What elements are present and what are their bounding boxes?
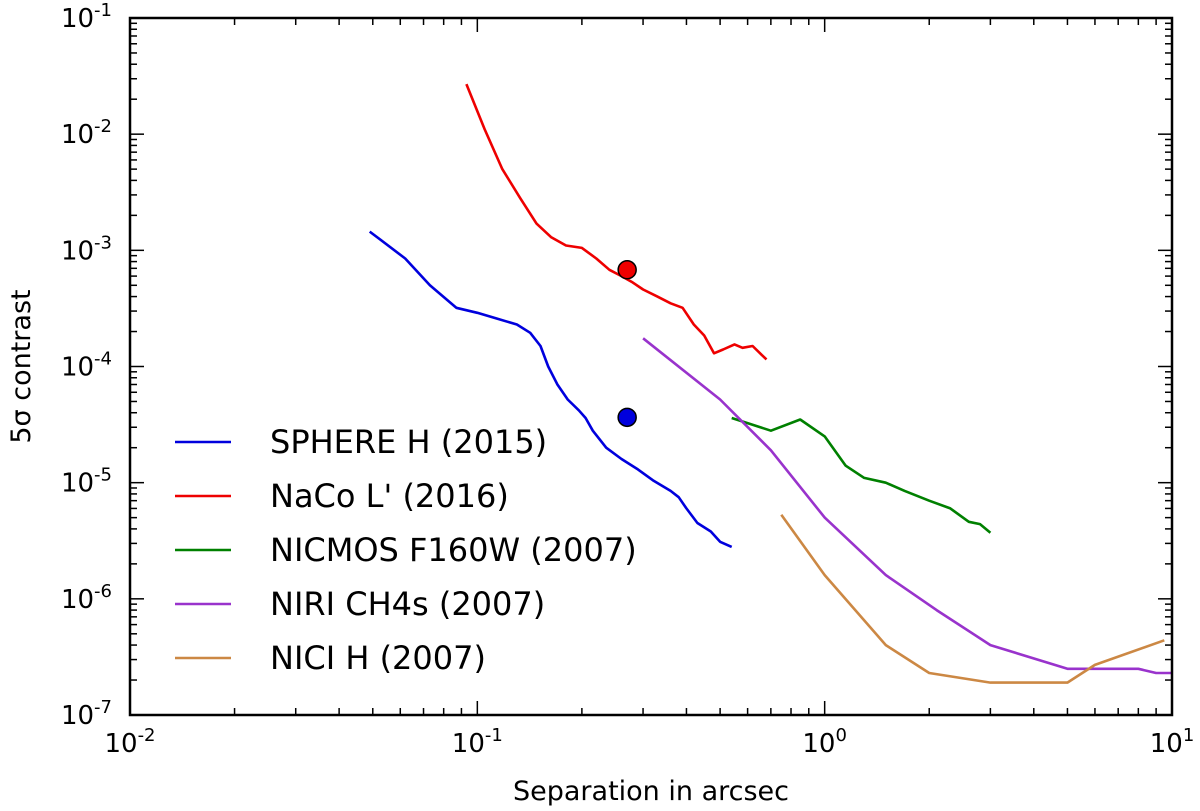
x-tick-label: 100 [802,725,847,759]
sphere-detection-marker [617,407,637,428]
legend: SPHERE H (2015) NaCo L' (2016) NICMOS F160… [175,423,637,677]
series-line-3 [642,337,1172,675]
y-tick-label: 10-6 [61,581,112,615]
legend-label-2: NICMOS F160W (2007) [270,531,637,569]
x-axis-label: Separation in arcsec [513,776,789,807]
y-tick-label: 10-3 [61,232,112,266]
naco-detection-marker [617,260,637,280]
legend-label-1: NaCo L' (2016) [270,477,509,515]
y-axis-label: 5σ contrast [6,289,37,443]
x-tick-label: 101 [1150,725,1195,759]
tick-labels: 10-2 10-1 100 101 10-7 10-6 10-5 10-4 10-3 10-2 10… [61,0,1194,759]
legend-label-4: NICI H (2007) [270,639,486,677]
series-line-4 [780,513,1165,684]
x-tick-label: 10-1 [452,725,503,759]
y-tick-label: 10-7 [61,697,112,731]
series-lines [368,83,1172,684]
series-line-1 [465,83,768,361]
detection-markers [617,260,637,428]
y-tick-label: 10-4 [61,349,112,383]
y-tick-label: 10-5 [61,465,112,499]
y-tick-label: 10-2 [61,116,112,150]
series-line-2 [731,416,992,534]
y-tick-label: 10-1 [61,0,112,34]
legend-label-0: SPHERE H (2015) [270,423,547,461]
series-line-0 [368,230,733,549]
x-tick-label: 10-2 [104,725,155,759]
legend-label-3: NIRI CH4s (2007) [270,585,545,623]
plot-frame [128,16,1174,717]
